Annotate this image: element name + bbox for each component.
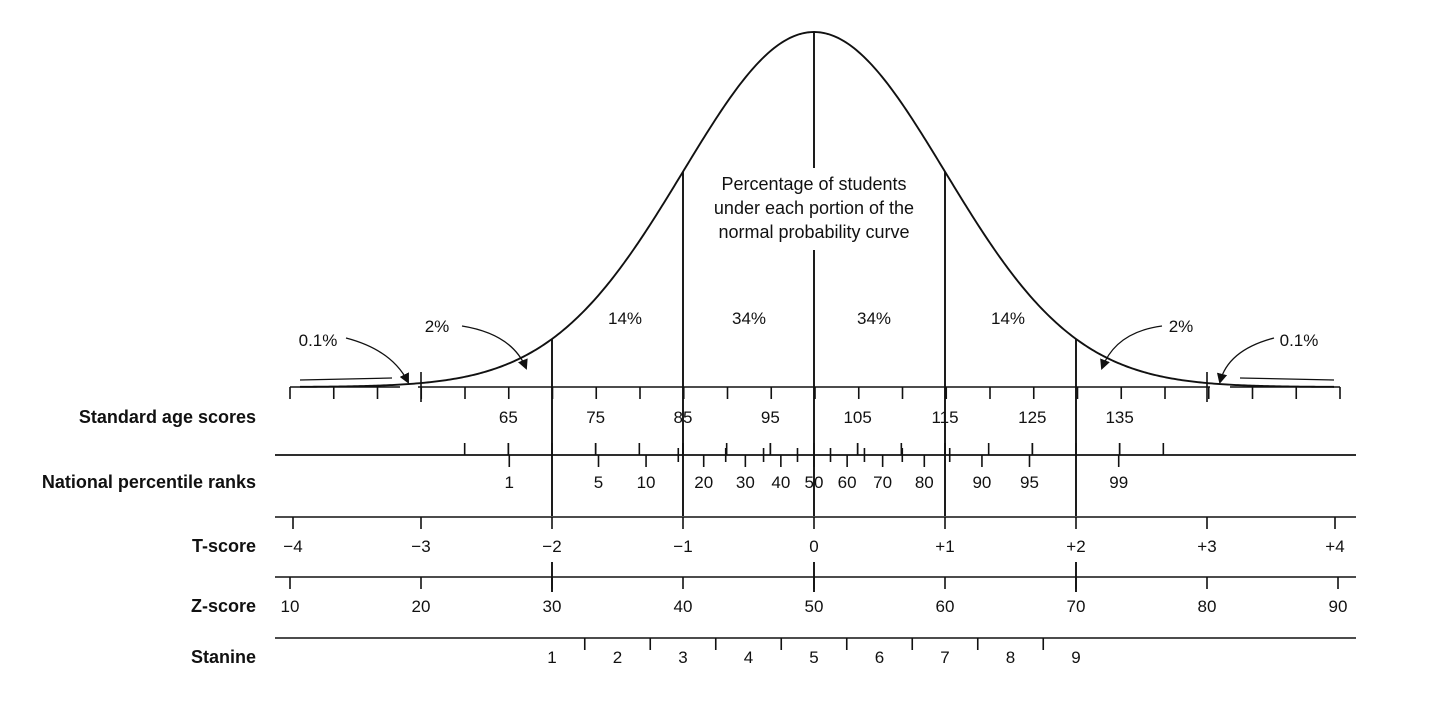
standard-age-scores-tick-label: 85 <box>674 408 693 427</box>
percent-label-left-34: 34% <box>732 309 766 328</box>
z-score-tick-label: 30 <box>543 597 562 616</box>
national-percentile-ranks-tick-label: 70 <box>873 473 892 492</box>
sd-dividers <box>420 32 1208 592</box>
z-score-tick-label: 40 <box>674 597 693 616</box>
row-stanine: 1 2 3 4 5 6 7 8 9 <box>275 637 1356 667</box>
z-score-tick-label: 10 <box>281 597 300 616</box>
row-label-stanine: Stanine <box>191 647 256 667</box>
z-score-tick-label: 50 <box>805 597 824 616</box>
t-score-tick-label: +1 <box>935 537 954 556</box>
arrow-right-2 <box>1100 325 1163 370</box>
national-percentile-ranks-tick-label: 60 <box>838 473 857 492</box>
standard-age-scores-tick-label: 75 <box>586 408 605 427</box>
z-score-tick-label: 70 <box>1067 597 1086 616</box>
row-label-z-score: Z-score <box>191 596 256 616</box>
percent-label-right-34: 34% <box>857 309 891 328</box>
row-t-score: −4 −3 −2 −1 0 +1 +2 +3 +4 <box>275 516 1356 556</box>
t-score-tick-label: +3 <box>1197 537 1216 556</box>
stanine-tick-label: 3 <box>678 648 687 667</box>
row-label-t-score: T-score <box>192 536 256 556</box>
standard-age-scores-tick-label: 105 <box>843 408 871 427</box>
percent-label-left-14: 14% <box>608 309 642 328</box>
stanine-tick-label: 6 <box>875 648 884 667</box>
percent-label-right-2: 2% <box>1169 317 1194 336</box>
arrow-right-tail <box>1216 337 1275 385</box>
tail-line-right <box>1239 377 1335 381</box>
t-score-tick-label: −2 <box>542 537 561 556</box>
percent-label-left-tail: 0.1% <box>299 331 338 350</box>
arrow-left-2 <box>461 325 528 370</box>
standard-age-scores-tick-label: 125 <box>1018 408 1046 427</box>
z-score-tick-label: 60 <box>936 597 955 616</box>
standard-age-scores-tick-label: 135 <box>1105 408 1133 427</box>
stanine-tick-label: 8 <box>1006 648 1015 667</box>
stanine-tick-label: 5 <box>809 648 818 667</box>
national-percentile-ranks-tick-label: 40 <box>771 473 790 492</box>
row-label-standard-age-scores: Standard age scores <box>79 407 256 427</box>
national-percentile-ranks-tick-label: 10 <box>637 473 656 492</box>
national-percentile-ranks-tick-label: 1 <box>505 473 514 492</box>
national-percentile-ranks-tick-label: 5 <box>594 473 603 492</box>
row-standard-age-scores: 65 75 85 95 105 115 125 135 <box>275 408 1356 456</box>
curve-baseline <box>289 377 1341 399</box>
national-percentile-ranks-tick-label: 95 <box>1020 473 1039 492</box>
t-score-tick-label: +2 <box>1066 537 1085 556</box>
t-score-tick-label: 0 <box>809 537 818 556</box>
national-percentile-ranks-tick-label: 50 <box>805 473 824 492</box>
tail-line-left <box>299 377 393 381</box>
stanine-tick-label: 2 <box>613 648 622 667</box>
normal-curve <box>299 31 1335 388</box>
stanine-tick-label: 4 <box>744 648 753 667</box>
row-z-score: 10 20 30 40 50 60 70 80 90 <box>275 576 1356 616</box>
t-score-tick-label: +4 <box>1325 537 1344 556</box>
national-percentile-ranks-tick-label: 99 <box>1109 473 1128 492</box>
standard-age-scores-tick-label: 115 <box>931 408 958 427</box>
center-label-line-3: normal probability curve <box>718 222 909 242</box>
z-score-tick-label: 90 <box>1329 597 1348 616</box>
standard-age-scores-tick-label: 95 <box>761 408 780 427</box>
center-label-line-2: under each portion of the <box>714 198 914 218</box>
row-national-percentile-ranks: 1 5 10 20 30 40 50 60 70 80 90 95 99 <box>275 448 1356 492</box>
national-percentile-ranks-tick-label: 80 <box>915 473 934 492</box>
center-label-backdrop <box>690 168 940 250</box>
center-label-line-1: Percentage of students <box>721 174 906 194</box>
percent-label-right-14: 14% <box>991 309 1025 328</box>
stanine-tick-label: 7 <box>940 648 949 667</box>
national-percentile-ranks-tick-label: 90 <box>972 473 991 492</box>
z-score-tick-label: 20 <box>412 597 431 616</box>
t-score-tick-label: −4 <box>283 537 302 556</box>
national-percentile-ranks-tick-label: 30 <box>736 473 755 492</box>
t-score-tick-label: −1 <box>673 537 692 556</box>
row-label-national-percentile-ranks: National percentile ranks <box>42 472 256 492</box>
t-score-tick-label: −3 <box>411 537 430 556</box>
percent-label-right-tail: 0.1% <box>1280 331 1319 350</box>
national-percentile-ranks-tick-label: 20 <box>694 473 713 492</box>
stanine-tick-label: 1 <box>547 648 556 667</box>
standard-age-scores-tick-label: 65 <box>499 408 518 427</box>
stanine-tick-label: 9 <box>1071 648 1080 667</box>
arrow-left-tail <box>345 337 409 384</box>
z-score-tick-label: 80 <box>1198 597 1217 616</box>
percent-label-left-2: 2% <box>425 317 450 336</box>
